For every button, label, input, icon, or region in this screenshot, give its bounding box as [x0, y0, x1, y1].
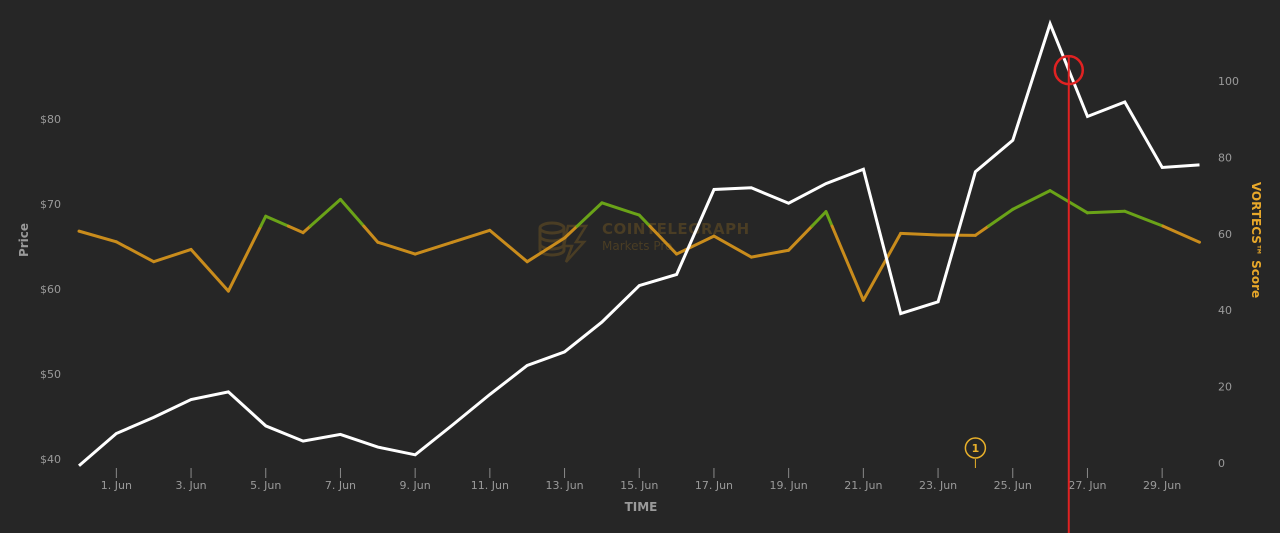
watermark-title: COINTELEGRAPH: [602, 220, 750, 238]
vortecs-score-segment: [575, 201, 604, 228]
x-tick-label: 13. Jun: [545, 479, 583, 492]
left-y-axis: $40 $50 $60 $70 $80: [40, 113, 61, 466]
vortecs-score-segment: [675, 234, 716, 256]
vortecs-score-segment: [987, 207, 1015, 228]
highlight-circle: [1053, 54, 1085, 86]
left-tick-label: $80: [40, 113, 61, 126]
overlay-layer: 1: [964, 54, 1085, 533]
vortecs-score-segment: [712, 234, 753, 259]
x-tick-label: 29. Jun: [1143, 479, 1181, 492]
x-tick-label: 7. Jun: [325, 479, 356, 492]
right-tick-label: 0: [1218, 457, 1225, 470]
x-tick-label: 25. Jun: [994, 479, 1032, 492]
x-tick-label: 11. Jun: [471, 479, 509, 492]
coin-stack-icon: [538, 221, 589, 263]
vortecs-score-segment: [1011, 189, 1052, 211]
vortecs-score-segment: [286, 224, 305, 235]
vortecs-score-segment: [152, 247, 193, 264]
vortecs-score-segment: [259, 214, 268, 228]
x-tick-label: 27. Jun: [1068, 479, 1106, 492]
vortecs-score-segment: [899, 231, 940, 237]
right-tick-label: 40: [1218, 304, 1232, 317]
vortecs-score-segment: [264, 214, 290, 228]
vortecs-score-segment: [1085, 209, 1127, 215]
vortecs-score-segment: [861, 231, 903, 302]
vortecs-score-segment: [824, 210, 834, 228]
vortecs-score-segment: [114, 240, 156, 264]
right-y-axis: 0 20 40 60 80 100: [1218, 75, 1239, 470]
vortecs-score-segment: [749, 248, 791, 259]
vortecs-score-segment: [77, 229, 118, 244]
vortecs-score-segment: [451, 228, 492, 244]
vortecs-score-segment: [301, 224, 312, 235]
left-tick-label: $40: [40, 453, 61, 466]
x-axis: 1. Jun 3. Jun 5. Jun 7. Jun 9. Jun 11. Jun 13.…: [101, 468, 1181, 492]
x-tick-label: 1. Jun: [101, 479, 132, 492]
left-tick-label: $70: [40, 198, 61, 211]
x-tick-label: 15. Jun: [620, 479, 658, 492]
vortecs-score-segment: [525, 236, 567, 264]
watermark: COINTELEGRAPH Markets Pro: [538, 220, 750, 263]
vortecs-score-segment: [563, 224, 579, 240]
vortecs-score-segment: [648, 224, 679, 256]
right-axis-title: VORTECS™ Score: [1249, 182, 1263, 298]
vortecs-score-segment: [362, 224, 380, 244]
x-tick-label: 5. Jun: [250, 479, 281, 492]
vortecs-score-segment: [1123, 209, 1164, 228]
vortecs-score-segment: [308, 197, 342, 228]
vortecs-score-segment: [488, 228, 529, 264]
left-tick-label: $50: [40, 368, 61, 381]
x-tick-label: 3. Jun: [175, 479, 206, 492]
x-tick-label: 17. Jun: [695, 479, 733, 492]
price-line: [78, 19, 1200, 467]
left-axis-title: Price: [17, 223, 31, 257]
vortecs-score-segment: [413, 240, 454, 256]
vortecs-score-segment: [637, 213, 652, 228]
right-tick-label: 60: [1218, 228, 1232, 241]
vortecs-score-segment: [830, 224, 865, 302]
x-tick-label: 23. Jun: [919, 479, 957, 492]
vortecs-score-segment: [376, 240, 417, 256]
vortecs-score-segment: [338, 197, 366, 228]
vortecs-score-segment: [1161, 224, 1201, 244]
x-tick-label: 21. Jun: [844, 479, 882, 492]
right-tick-label: 80: [1218, 151, 1232, 164]
vortecs-score-segment: [600, 201, 641, 217]
x-tick-label: 9. Jun: [400, 479, 431, 492]
vortecs-score-segment: [226, 224, 263, 293]
event-marker-label: 1: [972, 442, 980, 455]
right-tick-label: 20: [1218, 381, 1232, 394]
left-tick-label: $60: [40, 283, 61, 296]
right-tick-label: 100: [1218, 75, 1239, 88]
vortecs-score-segment: [787, 224, 814, 252]
watermark-subtitle: Markets Pro: [602, 239, 672, 253]
vortecs-score-segment: [973, 224, 991, 237]
vortecs-score-segment: [810, 210, 828, 228]
vortecs-score-segment: [189, 247, 230, 293]
event-marker[interactable]: [964, 437, 987, 459]
x-tick-label: 19. Jun: [770, 479, 808, 492]
x-axis-title: TIME: [625, 500, 658, 514]
